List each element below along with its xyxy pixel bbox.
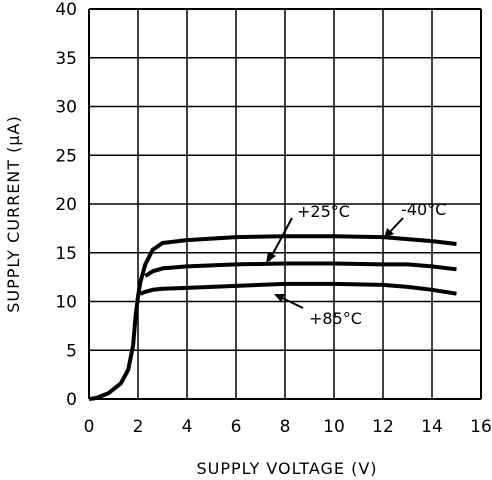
annotation-label-plus85: +85°C [309,309,362,328]
y-axis-title: SUPPLY CURRENT (μA) [4,115,23,312]
annotations: +25°C -40°C +85°C [266,200,446,328]
annotation-label-minus40: -40°C [401,200,446,219]
y-tick-label-0: 0 [66,390,77,410]
annotation-plus85: +85°C [274,294,362,328]
x-axis-title: SUPPLY VOLTAGE (V) [197,459,378,478]
annotation-leader-plus25 [268,217,293,262]
y-tick-label-35: 35 [55,49,77,69]
y-tick-label-15: 15 [55,244,77,264]
annotation-arrow-plus25 [266,252,276,263]
x-tick-label-4: 4 [182,417,193,437]
grid [88,8,482,400]
x-tick-label-14: 14 [421,417,443,437]
x-tick-label-8: 8 [280,417,291,437]
x-tick-label-16: 16 [470,417,492,437]
series-line-1 [144,261,457,278]
annotation-plus25: +25°C [266,202,350,263]
y-tick-label-40: 40 [55,0,77,20]
y-tick-label-10: 10 [55,293,77,313]
tick-labels: 0 2 4 6 8 10 12 14 16 0 5 10 15 20 25 30 35 40 [55,0,491,437]
y-tick-label-25: 25 [55,146,77,166]
x-tick-label-12: 12 [372,417,394,437]
series-lines [88,234,457,401]
x-tick-label-10: 10 [323,417,345,437]
x-tick-label-6: 6 [231,417,242,437]
x-tick-label-0: 0 [84,417,95,437]
series-line-0 [88,234,457,401]
y-tick-label-30: 30 [55,98,77,118]
annotation-label-plus25: +25°C [297,202,350,221]
y-tick-label-20: 20 [55,195,77,215]
annotation-minus40: -40°C [384,200,446,238]
annotation-arrow-minus40 [384,228,394,238]
series-line-2 [139,281,457,296]
y-tick-label-5: 5 [66,341,77,361]
x-tick-label-2: 2 [133,417,144,437]
annotation-arrow-plus85 [274,294,285,302]
